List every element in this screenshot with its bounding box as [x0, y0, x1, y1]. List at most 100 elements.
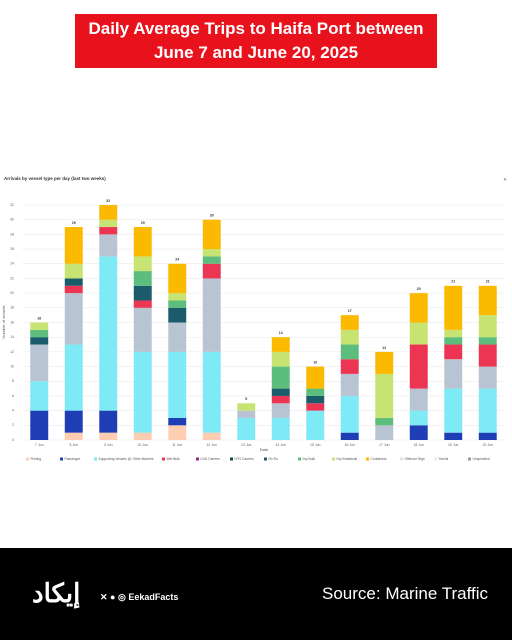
bar-segment: [444, 359, 463, 389]
legend-label: Dry Bulk: [303, 457, 316, 461]
bar-segment: [168, 425, 187, 440]
total-label: 24: [175, 258, 179, 262]
y-tick-label: 22: [10, 276, 14, 280]
title-line: Daily Average Trips to Haifa Port betwee…: [88, 19, 424, 38]
bar-segment: [168, 322, 187, 352]
total-label: 32: [106, 199, 110, 203]
bar-segment: [271, 417, 290, 440]
bar-segment: [340, 432, 359, 440]
bar-segment: [133, 227, 152, 257]
bar-segment: [306, 410, 325, 440]
bar-segment: [64, 344, 83, 411]
legend-swatch: [264, 457, 267, 461]
bar-segment: [133, 300, 152, 308]
legend-label: Supporting Vessels: [99, 457, 128, 461]
x-tick-label: 19 Jun: [448, 443, 459, 447]
y-tick-label: 18: [10, 306, 14, 310]
bar-segment: [64, 432, 83, 440]
bar-segment: [30, 322, 49, 330]
y-tick-label: 26: [10, 247, 14, 251]
bar-segment: [444, 329, 463, 338]
x-tick-label: 18 Jun: [413, 443, 424, 447]
social-handle: ✕ ● ◎ EekadFacts: [100, 592, 178, 603]
x-tick-label: 10 Jun: [137, 443, 148, 447]
bar-segment: [99, 205, 118, 220]
bar-segment: [202, 219, 221, 250]
total-label: 10: [313, 360, 317, 364]
total-label: 30: [210, 214, 214, 218]
y-tick-label: 30: [10, 218, 14, 222]
legend-label: Wet Bulk: [167, 457, 180, 461]
bar-segment: [168, 351, 187, 418]
legend-swatch: [366, 457, 369, 461]
bar-segment: [271, 351, 290, 367]
legend-label: Ro Ro: [269, 457, 279, 461]
x-tick-label: 15 Jun: [310, 443, 321, 447]
bar-segment: [133, 351, 152, 433]
bar-segment: [409, 293, 428, 323]
x-tick-label: 17 Jun: [379, 443, 390, 447]
bar-segment: [340, 395, 359, 433]
bar-segment: [340, 344, 359, 360]
header: Daily Average Trips to Haifa Port betwee…: [75, 14, 437, 68]
x-tick-label: 11 Jun: [172, 443, 182, 447]
bar-segment: [444, 337, 463, 345]
y-tick-label: 4: [12, 409, 14, 413]
total-label: 20: [417, 287, 421, 291]
bar-segment: [375, 373, 394, 418]
legend-label: Yachts: [439, 457, 449, 461]
legend-swatch: [332, 457, 335, 461]
bar-segment: [64, 263, 83, 279]
bar-segment: [478, 432, 497, 440]
bar-segment: [478, 285, 497, 316]
legend-label: Dry Breakbulk: [337, 457, 358, 461]
bar-segment: [444, 432, 463, 440]
bar-segment: [478, 366, 497, 389]
close-icon[interactable]: ×: [503, 178, 507, 184]
legend-label: Containers: [371, 457, 387, 461]
bar-segment: [271, 395, 290, 404]
bar-segment: [444, 344, 463, 360]
bar-segment: [340, 359, 359, 374]
bar-segment: [99, 410, 118, 433]
bar-segment: [271, 388, 290, 396]
bar-segment: [64, 293, 83, 345]
total-label: 29: [141, 221, 145, 225]
bar-segment: [478, 388, 497, 433]
x-tick-label: 20 Jun: [482, 443, 493, 447]
bar-segment: [340, 373, 359, 396]
y-tick-label: 2: [12, 423, 14, 427]
bar-segment: [99, 256, 118, 411]
x-tick-label: 16 Jun: [344, 443, 355, 447]
bar-segment: [133, 271, 152, 286]
y-axis-label: Number of vessels: [1, 305, 6, 338]
legend-label: LPG Carriers: [235, 457, 255, 461]
bar-segment: [133, 256, 152, 272]
bar-segment: [202, 256, 221, 264]
bar-segment: [168, 307, 187, 323]
legend-label: Offshore Rigs: [405, 457, 425, 461]
y-tick-label: 20: [10, 291, 14, 295]
bar-segment: [409, 410, 428, 426]
y-tick-label: 10: [10, 364, 14, 368]
legend-swatch: [94, 457, 97, 461]
legend-swatch: [434, 457, 437, 461]
bar-segment: [375, 351, 394, 374]
y-tick-label: 16: [10, 320, 14, 324]
bar-segment: [30, 329, 49, 338]
bar-segment: [99, 227, 118, 235]
chart: Arrivals by vessel type per day (last tw…: [1, 176, 507, 461]
x-tick-label: 12 Jun: [206, 443, 217, 447]
total-label: 17: [348, 309, 352, 313]
bar-segment: [168, 293, 187, 301]
footer: إيكاد ✕ ● ◎ EekadFacts Source: Marine Tr…: [0, 548, 512, 640]
total-label: 16: [37, 316, 41, 320]
bar-segment: [271, 403, 290, 418]
x-tick-label: 13 Jun: [241, 443, 252, 447]
bar-segment: [99, 219, 118, 228]
bar-segment: [271, 366, 290, 389]
bar-segment: [64, 227, 83, 264]
y-tick-label: 24: [10, 262, 14, 266]
bar-segment: [478, 337, 497, 345]
